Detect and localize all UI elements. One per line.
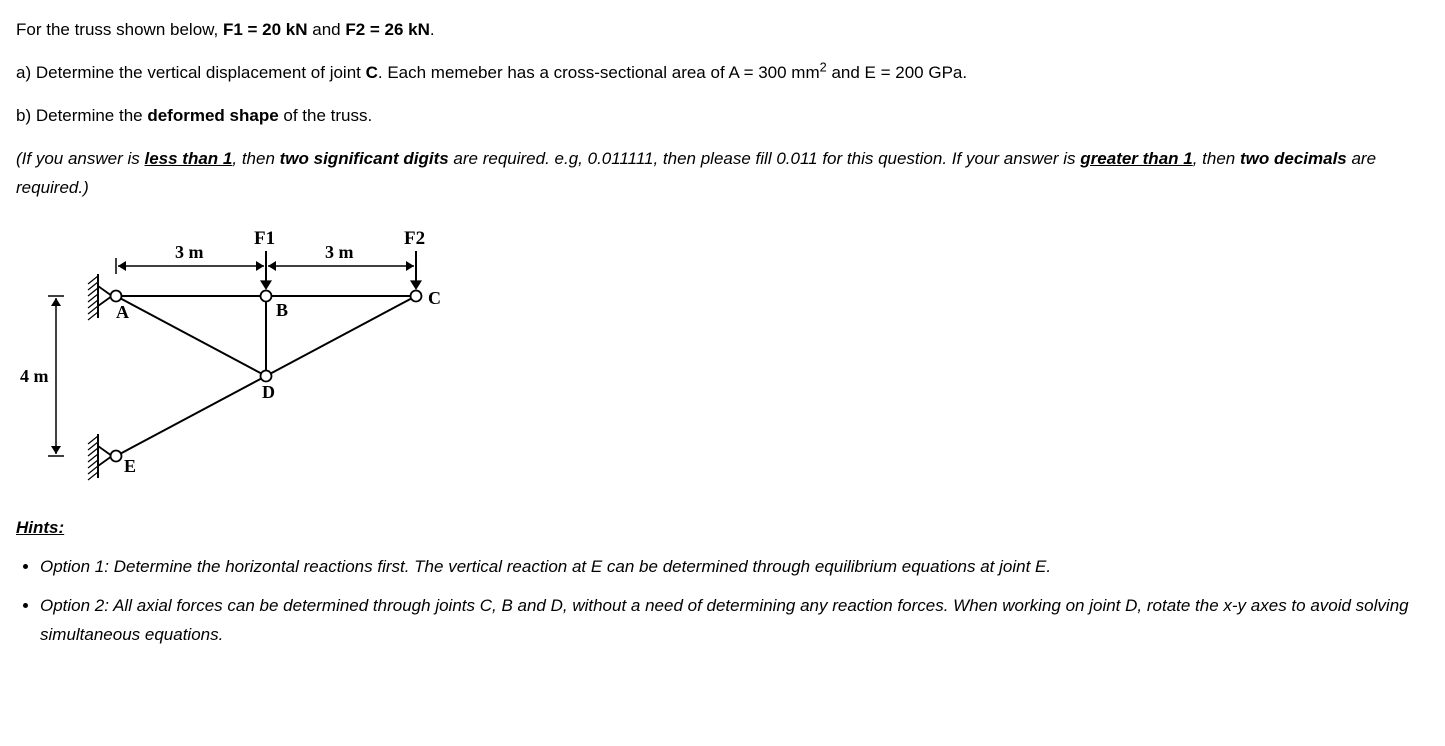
part-b: b) Determine the deformed shape of the t… — [16, 102, 1429, 131]
f1-spec: F1 = 20 kN — [223, 20, 308, 39]
note-b1: two significant digits — [280, 149, 449, 168]
hints-list: Option 1: Determine the horizontal react… — [22, 553, 1429, 650]
part-b-prefix: b) Determine the — [16, 106, 147, 125]
f2-spec: F2 = 26 kN — [345, 20, 430, 39]
part-b-suffix: of the truss. — [279, 106, 373, 125]
note-t2: are required. e.g, 0.011111, then please… — [449, 149, 1081, 168]
svg-text:3 m: 3 m — [325, 242, 354, 262]
hint-2: Option 2: All axial forces can be determ… — [40, 592, 1429, 650]
svg-text:3 m: 3 m — [175, 242, 204, 262]
svg-text:F2: F2 — [404, 228, 425, 249]
part-a-suffix: and E = 200 GPa. — [827, 63, 967, 82]
part-a-prefix: a) Determine the vertical displacement o… — [16, 63, 366, 82]
note-t1: , then — [232, 149, 279, 168]
intro-and: and — [308, 20, 346, 39]
part-a-mid: . Each memeber has a cross-sectional are… — [378, 63, 820, 82]
intro-suffix: . — [430, 20, 435, 39]
svg-text:A: A — [116, 302, 129, 322]
note-open: (If you answer is — [16, 149, 145, 168]
note-u2: greater than 1 — [1080, 149, 1192, 168]
hints-title: Hints: — [16, 514, 1429, 543]
svg-text:B: B — [276, 300, 288, 320]
note-u1: less than 1 — [145, 149, 233, 168]
intro-prefix: For the truss shown below, — [16, 20, 223, 39]
svg-text:D: D — [262, 382, 275, 402]
problem-intro: For the truss shown below, F1 = 20 kN an… — [16, 16, 1429, 45]
svg-text:4 m: 4 m — [20, 366, 49, 386]
note-t3: , then — [1193, 149, 1240, 168]
joint-c: C — [366, 63, 378, 82]
truss-diagram: A B C D E F1 F2 3 m 3 m 4 m — [16, 216, 1429, 496]
hint-1: Option 1: Determine the horizontal react… — [40, 553, 1429, 582]
svg-text:E: E — [124, 456, 136, 476]
part-a: a) Determine the vertical displacement o… — [16, 59, 1429, 88]
svg-text:F1: F1 — [254, 228, 275, 249]
truss-svg: A B C D E F1 F2 3 m 3 m 4 m — [16, 216, 456, 496]
note-b2: two decimals — [1240, 149, 1347, 168]
formatting-note: (If you answer is less than 1, then two … — [16, 145, 1429, 203]
svg-text:C: C — [428, 288, 441, 308]
part-a-sup: 2 — [820, 59, 827, 74]
part-b-bold: deformed shape — [147, 106, 278, 125]
